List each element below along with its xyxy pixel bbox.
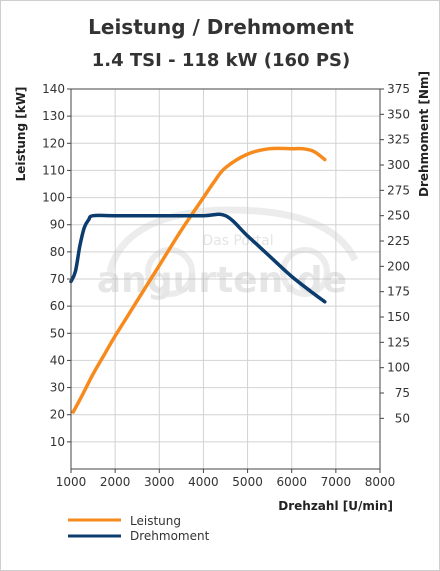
- y-right-tick-label: 75: [395, 386, 410, 400]
- y-left-tick-label: 120: [42, 136, 65, 150]
- y-left-tick-label: 40: [50, 353, 65, 367]
- legend: Leistung Drehmoment: [68, 514, 210, 543]
- legend-label-leistung: Leistung: [130, 514, 181, 528]
- watermark-wheel-rear: [280, 247, 330, 297]
- series-line-drehmoment: [69, 212, 327, 304]
- y-right-tick-label: 225: [387, 234, 410, 248]
- y-right-tick-label: 150: [387, 310, 410, 324]
- x-tick-label: 2000: [100, 475, 131, 489]
- y-left-tick-label: 110: [42, 163, 65, 177]
- y-left-tick-label: 60: [50, 299, 65, 313]
- y-axis-left-label: Leistung [kW]: [14, 87, 28, 182]
- x-tick-label: 4000: [188, 475, 219, 489]
- chart-subtitle: 1.4 TSI - 118 kW (160 PS): [92, 50, 350, 71]
- chart-title: Leistung / Drehmoment: [88, 15, 354, 39]
- y-axis-right-label: Drehmoment [Nm]: [417, 71, 431, 197]
- y-right-ticks: 50 75 100 125 150 175 200 225 250 275 300 325 350 375: [380, 82, 410, 425]
- x-axis-label: Drehzahl [U/min]: [278, 499, 393, 513]
- y-left-tick-label: 90: [50, 218, 65, 232]
- x-tick-label: 7000: [321, 475, 352, 489]
- y-right-tick-label: 275: [387, 183, 410, 197]
- x-tick-label: 8000: [365, 475, 396, 489]
- legend-label-drehmoment: Drehmoment: [130, 529, 210, 543]
- y-right-tick-label: 100: [387, 361, 410, 375]
- watermark-car-roof: [106, 206, 359, 273]
- y-left-tick-label: 80: [50, 245, 65, 259]
- watermark-small-text: Das Portal: [202, 233, 273, 249]
- watermark: Das Portal angurten.de: [97, 206, 359, 301]
- y-right-tick-label: 250: [387, 209, 410, 223]
- y-right-tick-label: 300: [387, 158, 410, 172]
- y-left-tick-label: 130: [42, 109, 65, 123]
- y-right-tick-label: 375: [387, 82, 410, 96]
- y-left-tick-label: 30: [50, 381, 65, 395]
- y-right-tick-label: 175: [387, 285, 410, 299]
- x-tick-label: 6000: [276, 475, 307, 489]
- y-left-tick-label: 140: [42, 82, 65, 96]
- y-right-tick-label: 200: [387, 259, 410, 273]
- x-axis-ticks: 1000 2000 3000 4000 5000 6000 7000 8000: [56, 469, 396, 489]
- x-tick-label: 1000: [56, 475, 87, 489]
- y-left-tick-label: 20: [50, 408, 65, 422]
- x-tick-label: 5000: [232, 475, 263, 489]
- x-tick-label: 3000: [144, 475, 175, 489]
- y-right-tick-label: 325: [387, 133, 410, 147]
- y-left-tick-label: 70: [50, 272, 65, 286]
- y-left-ticks: 10 20 30 40 50 60 70 80 90 100 110 120 130 140: [42, 82, 71, 449]
- y-right-tick-label: 50: [395, 411, 410, 425]
- y-right-tick-label: 350: [387, 107, 410, 121]
- data-series: [69, 146, 327, 414]
- y-left-tick-label: 50: [50, 326, 65, 340]
- watermark-main-text: angurten.de: [97, 260, 347, 301]
- y-right-tick-label: 125: [387, 335, 410, 349]
- y-left-tick-label: 10: [50, 435, 65, 449]
- series-line-leistung: [71, 146, 327, 414]
- y-left-tick-label: 100: [42, 191, 65, 205]
